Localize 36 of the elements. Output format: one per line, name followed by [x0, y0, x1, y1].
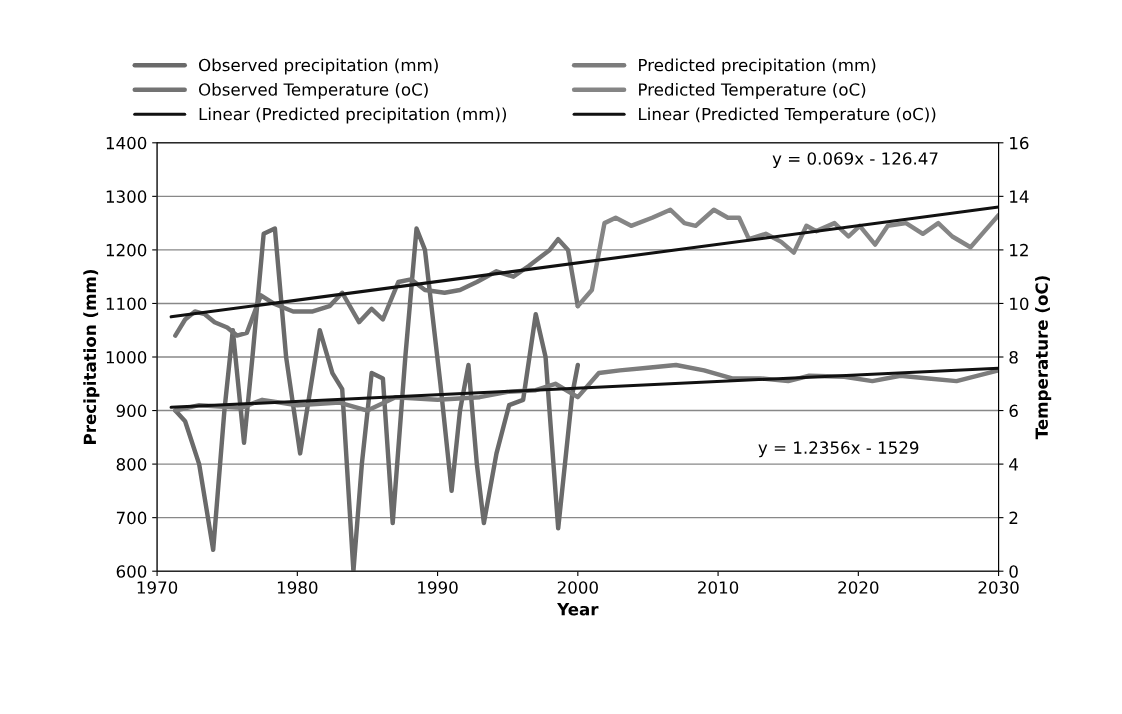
y-tick-label: 1200: [106, 243, 147, 257]
y2-tick-label: 0: [1009, 565, 1018, 578]
annotation: y = 0.069x - 126.47: [772, 152, 938, 168]
y-tick-label: 600: [116, 565, 147, 578]
y-tick-label: 1400: [106, 136, 147, 150]
y2-tick-label: 10: [1010, 297, 1029, 311]
x-tick-label: 1990: [418, 581, 458, 594]
y2-tick-label: 2: [1009, 511, 1018, 524]
y-tick-label: 900: [116, 404, 147, 418]
legend-label: Predicted Temperature (oC): [639, 82, 866, 100]
y2-tick-label: 8: [1009, 350, 1018, 364]
legend-label: Observed precipitation (mm): [198, 58, 438, 75]
y2-tick-label: 6: [1009, 404, 1018, 418]
y-tick-label: 700: [116, 511, 147, 525]
legend-label: Linear (Predicted Temperature (oC)): [639, 107, 936, 124]
y2-tick-label: 14: [1010, 190, 1029, 203]
y-tick-label: 1300: [106, 190, 147, 203]
x-tick-label: 1980: [277, 581, 318, 594]
x-tick-label: 2030: [978, 581, 1019, 594]
x-axis-title: Year: [557, 603, 599, 616]
y2-axis-title: Temperature (oC): [1035, 276, 1052, 440]
y2-tick-label: 12: [1010, 243, 1028, 257]
y-tick-label: 800: [116, 458, 147, 471]
legend-label: Observed Temperature (oC): [198, 82, 428, 100]
y2-tick-label: 4: [1009, 458, 1018, 471]
y-axis-title: Precipitation (mm): [83, 269, 100, 444]
x-tick-label: 2000: [557, 581, 598, 594]
x-tick-label: 2010: [698, 581, 739, 594]
y-tick-label: 1100: [106, 297, 147, 311]
x-tick-label: 2020: [838, 581, 879, 594]
x-tick-label: 1970: [137, 581, 178, 594]
legend-label: Predicted precipitation (mm): [639, 58, 876, 75]
y-tick-label: 1000: [106, 350, 147, 364]
annotation: y = 1.2356x - 1529: [758, 441, 919, 458]
y2-tick-label: 16: [1010, 136, 1029, 150]
legend-label: Linear (Predicted precipitation (mm)): [199, 107, 507, 124]
